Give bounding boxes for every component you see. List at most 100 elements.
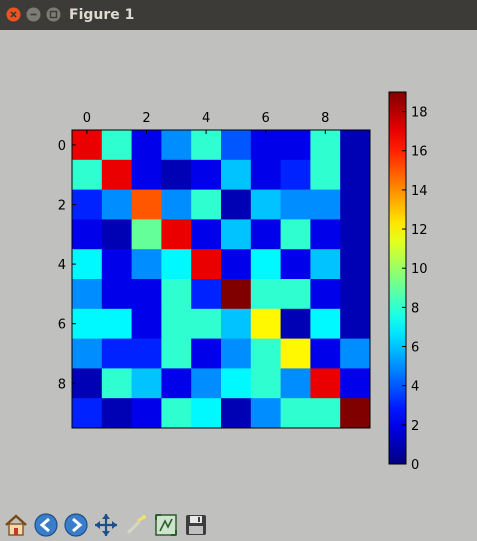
heatmap-cell xyxy=(310,308,341,339)
heatmap-cell xyxy=(131,338,162,369)
home-icon xyxy=(5,514,27,536)
heatmap-cell xyxy=(101,338,132,369)
heatmap-cell xyxy=(340,368,371,399)
forward-arrow-icon xyxy=(64,513,88,537)
x-tick-label: 4 xyxy=(202,111,210,126)
x-tick-label: 6 xyxy=(262,111,270,126)
heatmap-cell xyxy=(72,338,103,369)
heatmap-cell xyxy=(221,130,252,161)
home-button[interactable] xyxy=(3,512,29,538)
save-button[interactable] xyxy=(183,512,209,538)
heatmap-cell xyxy=(310,368,341,399)
close-icon xyxy=(6,7,21,22)
pan-button[interactable] xyxy=(93,512,119,538)
zoom-button[interactable] xyxy=(123,512,149,538)
heatmap-cell xyxy=(280,338,311,369)
heatmap-cell xyxy=(161,189,192,220)
heatmap-cell xyxy=(280,398,311,429)
heatmap-cell xyxy=(250,249,281,280)
heatmap-axes-frame xyxy=(71,129,371,429)
heatmap-cell xyxy=(280,308,311,339)
heatmap-cell xyxy=(280,130,311,161)
colorbar-tick-label: 6 xyxy=(411,341,419,356)
heatmap-cell xyxy=(161,159,192,190)
minimize-icon xyxy=(26,7,41,22)
heatmap-cell xyxy=(280,159,311,190)
heatmap-cell xyxy=(340,189,371,220)
heatmap-cell xyxy=(72,189,103,220)
x-tick-label: 0 xyxy=(83,111,91,126)
heatmap-cell xyxy=(101,219,132,250)
heatmap-cell xyxy=(161,338,192,369)
heatmap-cell xyxy=(101,249,132,280)
close-window-button[interactable] xyxy=(6,7,21,22)
heatmap-cell xyxy=(310,219,341,250)
heatmap-cell xyxy=(131,308,162,339)
heatmap-cell xyxy=(340,338,371,369)
y-tick-label: 2 xyxy=(58,199,66,214)
heatmap-cell xyxy=(131,219,162,250)
heatmap-cell xyxy=(340,249,371,280)
heatmap-cell xyxy=(101,308,132,339)
y-tick-label: 4 xyxy=(58,258,66,273)
heatmap-cell xyxy=(280,368,311,399)
heatmap-cell xyxy=(250,308,281,339)
heatmap-cell xyxy=(161,368,192,399)
heatmap-cell xyxy=(72,130,103,161)
heatmap-cell xyxy=(191,368,222,399)
heatmap-cell xyxy=(161,398,192,429)
colorbar-tick-label: 12 xyxy=(411,223,428,238)
minimize-window-button[interactable] xyxy=(26,7,41,22)
heatmap-cell xyxy=(191,398,222,429)
heatmap-cell xyxy=(131,368,162,399)
heatmap-cell xyxy=(191,249,222,280)
forward-button[interactable] xyxy=(63,512,89,538)
heatmap-cell xyxy=(131,279,162,310)
heatmap-cell xyxy=(310,249,341,280)
heatmap-cell xyxy=(72,398,103,429)
heatmap-cell xyxy=(161,308,192,339)
heatmap-cell xyxy=(250,159,281,190)
heatmap-cell xyxy=(250,398,281,429)
heatmap-cell xyxy=(161,249,192,280)
heatmap-cell xyxy=(131,130,162,161)
y-tick-label: 6 xyxy=(58,318,66,333)
figure-canvas[interactable]: 0 2 4 6 8 0 2 4 6 8 0 2 4 6 8 10 12 14 16 18 xyxy=(0,30,477,510)
heatmap-cell xyxy=(131,159,162,190)
heatmap-cell xyxy=(191,219,222,250)
heatmap-cell xyxy=(221,338,252,369)
heatmap-cell xyxy=(191,130,222,161)
heatmap-cell xyxy=(250,130,281,161)
configure-subplots-button[interactable] xyxy=(153,512,179,538)
colorbar-tick-label: 4 xyxy=(411,380,419,395)
heatmap-cell xyxy=(191,308,222,339)
heatmap-cell xyxy=(340,219,371,250)
heatmap-cell xyxy=(221,189,252,220)
heatmap-cell xyxy=(340,308,371,339)
heatmap-cell xyxy=(221,398,252,429)
maximize-icon xyxy=(46,7,61,22)
heatmap-cell xyxy=(72,308,103,339)
maximize-window-button[interactable] xyxy=(46,7,61,22)
heatmap-cell xyxy=(161,219,192,250)
heatmap-cell xyxy=(221,249,252,280)
heatmap-cell xyxy=(101,398,132,429)
heatmap-cell xyxy=(72,219,103,250)
heatmap-cell xyxy=(72,249,103,280)
pan-icon xyxy=(95,514,117,536)
heatmap-cell xyxy=(131,398,162,429)
heatmap-cell xyxy=(221,279,252,310)
heatmap-cell xyxy=(191,189,222,220)
heatmap-cell xyxy=(340,159,371,190)
x-tick-label: 8 xyxy=(321,111,329,126)
window-title: Figure 1 xyxy=(69,7,135,23)
back-button[interactable] xyxy=(33,512,59,538)
colorbar-tick-label: 16 xyxy=(411,145,428,160)
heatmap-cell xyxy=(310,338,341,369)
heatmap-cell xyxy=(280,219,311,250)
heatmap-cell xyxy=(310,279,341,310)
colorbar-tick-label: 2 xyxy=(411,419,419,434)
colorbar-tick-label: 10 xyxy=(411,262,428,277)
heatmap-cell xyxy=(250,189,281,220)
